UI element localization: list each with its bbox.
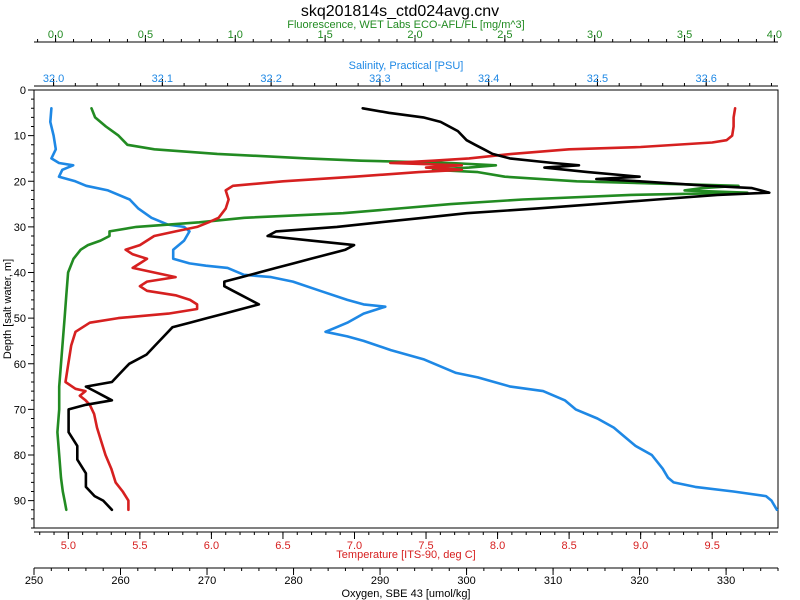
y-tick-label: 60 <box>14 359 26 371</box>
oxygen-tick-label: 250 <box>25 575 43 587</box>
fluorescence-profile-line <box>56 107 749 512</box>
temperature-tick-label: 8.0 <box>490 540 505 552</box>
fluorescence-tick-label: 2.5 <box>497 29 512 41</box>
temperature-tick-label: 6.0 <box>204 540 219 552</box>
fluorescence-tick-label: 2.0 <box>407 29 422 41</box>
temperature-tick-label: 7.0 <box>347 540 362 552</box>
oxygen-tick-label: 300 <box>457 575 475 587</box>
y-axis-label: Depth [salt water, m] <box>2 259 14 359</box>
fluorescence-axis-label: Fluorescence, WET Labs ECO-AFL/FL [mg/m^… <box>287 19 524 31</box>
oxygen-axis-label: Oxygen, SBE 43 [umol/kg] <box>341 588 470 600</box>
y-tick-label: 50 <box>14 313 26 325</box>
chart-title: skq201814s_ctd024avg.cnv <box>301 3 499 20</box>
axes-layer: 0 10 20 30 40 50 60 70 80 90 Depth [salt water, m]… <box>2 19 782 600</box>
y-tick-label: 90 <box>14 496 26 508</box>
temperature-axis-label: Temperature [ITS-90, deg C] <box>336 549 475 561</box>
salinity-profile-line <box>48 107 779 512</box>
salinity-tick-label: 32.4 <box>478 73 499 85</box>
oxygen-tick-label: 330 <box>717 575 735 587</box>
fluorescence-tick-label: 0.5 <box>138 29 153 41</box>
y-tick-label: 20 <box>14 176 26 188</box>
salinity-tick-label: 32.6 <box>695 73 716 85</box>
salinity-tick-label: 32.0 <box>43 73 64 85</box>
plot-area <box>33 89 779 529</box>
salinity-tick-label: 32.1 <box>152 73 173 85</box>
fluorescence-tick-label: 1.5 <box>317 29 332 41</box>
temperature-tick-label: 6.5 <box>275 540 290 552</box>
salinity-tick-label: 32.2 <box>260 73 281 85</box>
series-layer <box>48 107 779 512</box>
temperature-profile-line <box>64 107 737 512</box>
temperature-tick-label: 5.0 <box>61 540 76 552</box>
temperature-tick-label: 9.0 <box>633 540 648 552</box>
fluorescence-tick-label: 4.0 <box>767 29 782 41</box>
fluorescence-tick-label: 3.5 <box>677 29 692 41</box>
y-tick-label: 40 <box>14 268 26 280</box>
y-tick-label: 10 <box>14 131 26 143</box>
y-tick-label: 80 <box>14 450 26 462</box>
y-tick-label: 0 <box>20 85 26 97</box>
salinity-tick-label: 32.3 <box>369 73 390 85</box>
oxygen-tick-label: 290 <box>371 575 389 587</box>
oxygen-profile-line <box>67 107 771 512</box>
salinity-axis-label: Salinity, Practical [PSU] <box>349 60 464 72</box>
fluorescence-tick-label: 1.0 <box>228 29 243 41</box>
oxygen-tick-label: 270 <box>198 575 216 587</box>
y-tick-label: 30 <box>14 222 26 234</box>
y-tick-label: 70 <box>14 404 26 416</box>
fluorescence-tick-label: 3.0 <box>587 29 602 41</box>
oxygen-tick-label: 320 <box>630 575 648 587</box>
oxygen-tick-label: 310 <box>544 575 562 587</box>
temperature-tick-label: 9.5 <box>705 540 720 552</box>
temperature-tick-label: 5.5 <box>132 540 147 552</box>
oxygen-tick-label: 260 <box>111 575 129 587</box>
fluorescence-tick-label: 0.0 <box>48 29 63 41</box>
temperature-tick-label: 8.5 <box>561 540 576 552</box>
plot-frame <box>33 89 779 529</box>
salinity-tick-label: 32.5 <box>587 73 608 85</box>
oxygen-tick-label: 280 <box>284 575 302 587</box>
temperature-tick-label: 7.5 <box>418 540 433 552</box>
